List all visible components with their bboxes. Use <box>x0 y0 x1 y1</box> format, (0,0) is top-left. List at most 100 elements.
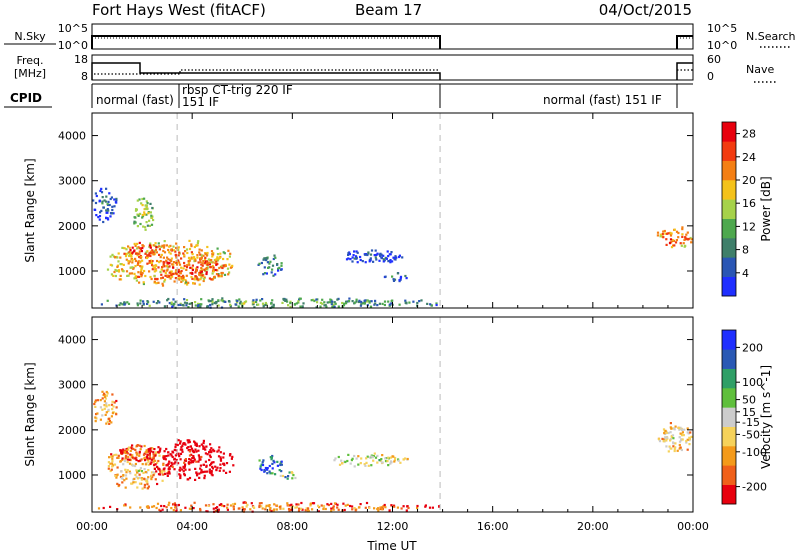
heatmap-cell <box>214 268 217 272</box>
heatmap-cell <box>306 509 309 512</box>
heatmap-cell <box>388 509 391 512</box>
heatmap-cell <box>145 455 148 459</box>
heatmap-cell <box>99 418 102 421</box>
heatmap-cell <box>101 196 104 199</box>
heatmap-cell <box>162 263 165 266</box>
heatmap-cell <box>174 506 177 509</box>
heatmap-cell <box>101 408 104 411</box>
heatmap-cell <box>268 508 271 512</box>
heatmap-cell <box>192 456 195 459</box>
heatmap-cell <box>104 404 107 407</box>
y-tick-label: 4000 <box>58 334 86 347</box>
heatmap-cell <box>115 304 118 307</box>
heatmap-cell <box>146 457 149 460</box>
heatmap-cell <box>193 245 196 249</box>
colorbar-title: Velocity [m s^-1] <box>759 365 773 469</box>
colorbar-tick-label: -200 <box>742 481 767 494</box>
heatmap-cell <box>202 254 205 257</box>
heatmap-cell <box>145 451 148 454</box>
heatmap-cell <box>149 246 152 249</box>
heatmap-cell <box>171 450 174 453</box>
heatmap-cell <box>170 303 173 306</box>
heatmap-cell <box>165 447 168 451</box>
heatmap-cell <box>193 440 196 443</box>
heatmap-cell <box>382 260 385 263</box>
heatmap-cell <box>336 298 339 301</box>
heatmap-cell <box>222 264 225 267</box>
heatmap-cell <box>134 244 137 247</box>
colorbar-segment <box>722 238 736 258</box>
heatmap-cell <box>198 273 201 276</box>
heatmap-cell <box>179 440 182 443</box>
heatmap-cell <box>121 458 124 461</box>
heatmap-cell <box>203 474 206 477</box>
heatmap-cell <box>137 275 141 278</box>
heatmap-cell <box>119 256 122 259</box>
heatmap-cell <box>435 302 438 305</box>
heatmap-cell <box>218 446 221 449</box>
heatmap-cell <box>136 225 139 228</box>
heatmap-cell <box>174 250 177 253</box>
heatmap-cell <box>157 242 160 245</box>
heatmap-cell <box>136 477 139 480</box>
heatmap-cell <box>124 503 127 506</box>
y-axis-title: Slant Range [km] <box>23 158 37 262</box>
heatmap-cell <box>268 464 271 468</box>
heatmap-cell <box>662 428 666 431</box>
heatmap-cell <box>98 215 102 218</box>
heatmap-cell <box>208 451 211 454</box>
heatmap-cell <box>149 242 152 245</box>
heatmap-cell <box>188 257 191 260</box>
heatmap-cell <box>194 467 197 470</box>
heatmap-cell <box>211 474 214 477</box>
y-axis-title: Slant Range [km] <box>23 362 37 466</box>
heatmap-cell <box>160 504 163 508</box>
heatmap-cell <box>197 449 200 452</box>
heatmap-cell <box>145 205 148 208</box>
heatmap-cell <box>189 445 192 448</box>
heatmap-cell <box>95 194 98 198</box>
heatmap-cell <box>130 254 133 257</box>
heatmap-cell <box>384 460 388 463</box>
heatmap-cell <box>416 507 419 510</box>
heatmap-cell <box>137 214 140 217</box>
heatmap-cell <box>150 214 153 217</box>
heatmap-cell <box>670 427 673 430</box>
heatmap-cell <box>131 251 134 254</box>
heatmap-cell <box>200 256 203 259</box>
heatmap-cell <box>286 502 289 505</box>
heatmap-cell <box>294 476 297 480</box>
heatmap-cell <box>280 463 283 466</box>
heatmap-cell <box>330 507 333 510</box>
heatmap-cell <box>219 256 222 259</box>
heatmap-cell <box>158 261 161 264</box>
y-tick-label: 2000 <box>58 424 86 437</box>
heatmap-cell <box>215 273 219 276</box>
heatmap-cell <box>215 260 218 263</box>
heatmap-cell <box>181 448 184 451</box>
heatmap-cell <box>148 457 151 460</box>
heatmap-cell <box>154 478 157 481</box>
heatmap-cell <box>323 304 326 307</box>
heatmap-cell <box>394 456 397 460</box>
heatmap-cell <box>211 465 214 468</box>
heatmap-cell <box>305 507 308 510</box>
heatmap-cell <box>399 277 402 280</box>
heatmap-cell <box>199 467 202 470</box>
heatmap-cell <box>139 302 142 305</box>
heatmap-cell <box>94 192 97 195</box>
heatmap-cell <box>219 463 222 466</box>
heatmap-cell <box>145 251 148 254</box>
heatmap-cell <box>336 506 339 509</box>
heatmap-cell <box>152 218 155 222</box>
heatmap-cell <box>271 462 274 465</box>
heatmap-cell <box>190 504 193 507</box>
heatmap-cell <box>147 458 150 461</box>
heatmap-cell <box>135 444 138 448</box>
heatmap-cell <box>170 507 173 510</box>
heatmap-cell <box>119 274 122 277</box>
heatmap-cell <box>252 505 255 508</box>
heatmap-cell <box>353 507 356 510</box>
heatmap-cell <box>192 507 195 510</box>
